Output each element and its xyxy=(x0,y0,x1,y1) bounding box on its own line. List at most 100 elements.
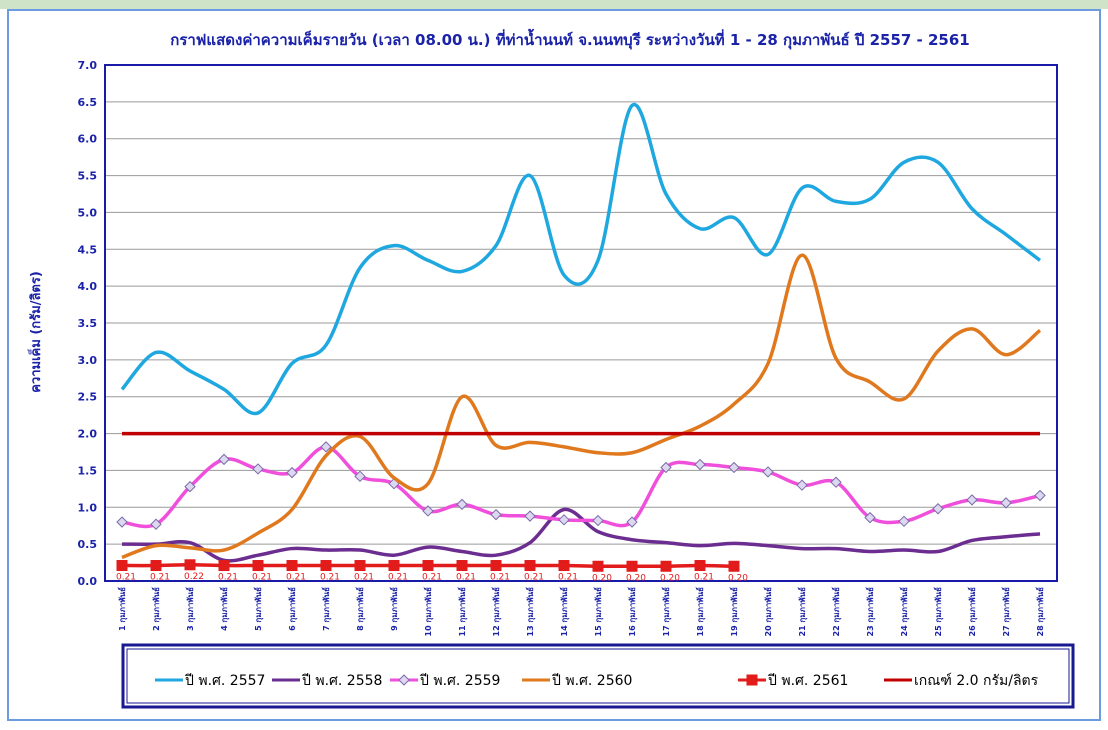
data-point xyxy=(762,466,774,478)
x-tick-label: 9 กุมภาพันธ์ xyxy=(389,587,400,631)
data-point xyxy=(184,559,196,571)
x-tick-label: 28 กุมภาพันธ์ xyxy=(1035,587,1046,637)
x-tick-label: 15 กุมภาพันธ์ xyxy=(593,587,604,637)
legend-label: เกณฑ์ 2.0 กรัม/ลิตร xyxy=(914,672,1039,689)
data-point xyxy=(1034,489,1046,502)
data-label: 0.21 xyxy=(252,573,272,583)
y-tick-label: 6.0 xyxy=(78,133,98,146)
y-tick-label: 0.5 xyxy=(78,538,98,551)
data-point xyxy=(558,560,570,572)
data-point xyxy=(286,466,298,479)
y-tick-label: 7.0 xyxy=(78,59,98,72)
data-label: 0.21 xyxy=(150,573,170,583)
data-point xyxy=(728,560,740,572)
data-point xyxy=(558,514,570,526)
legend-label: ปี พ.ศ. 2559 xyxy=(420,673,501,689)
data-label: 0.21 xyxy=(116,573,136,583)
y-tick-label: 5.5 xyxy=(78,170,98,183)
data-point xyxy=(116,560,128,572)
y-tick-label: 4.0 xyxy=(78,280,98,293)
x-tick-label: 1 กุมภาพันธ์ xyxy=(117,587,128,631)
data-point xyxy=(694,458,706,471)
y-tick-label: 2.5 xyxy=(78,391,98,404)
legend-marker xyxy=(746,674,758,686)
x-tick-label: 13 กุมภาพันธ์ xyxy=(525,587,536,637)
data-point xyxy=(456,498,468,511)
legend-label: ปี พ.ศ. 2561 xyxy=(768,673,849,689)
data-point xyxy=(184,480,196,493)
data-point xyxy=(1000,497,1012,509)
x-tick-label: 18 กุมภาพันธ์ xyxy=(695,587,706,637)
data-label: 0.20 xyxy=(626,573,646,583)
data-point xyxy=(660,461,672,474)
data-label: 0.21 xyxy=(524,573,544,583)
chart-title: กราฟแสดงค่าความเค็มรายวัน (เวลา 08.00 น.… xyxy=(170,28,970,50)
x-tick-label: 8 กุมภาพันธ์ xyxy=(355,587,366,631)
data-point xyxy=(796,479,808,491)
data-point xyxy=(592,560,604,572)
data-point xyxy=(116,516,128,528)
data-label: 0.21 xyxy=(320,573,340,583)
data-label: 0.21 xyxy=(218,573,238,583)
data-point xyxy=(660,560,672,572)
y-tick-label: 6.5 xyxy=(78,96,98,109)
data-point xyxy=(422,505,434,517)
y-tick-label: 3.5 xyxy=(78,317,98,330)
x-tick-label: 24 กุมภาพันธ์ xyxy=(899,587,910,637)
data-point xyxy=(150,518,162,530)
x-tick-label: 3 กุมภาพันธ์ xyxy=(185,587,196,631)
data-point xyxy=(830,476,842,488)
y-tick-label: 5.0 xyxy=(78,206,98,219)
data-label: 0.21 xyxy=(388,573,408,583)
series-line xyxy=(121,445,1041,529)
x-tick-label: 22 กุมภาพันธ์ xyxy=(831,587,842,637)
data-label: 0.21 xyxy=(286,573,306,583)
legend-label: ปี พ.ศ. 2557 xyxy=(185,673,266,689)
data-point xyxy=(320,441,332,453)
data-point xyxy=(286,560,298,572)
x-tick-label: 16 กุมภาพันธ์ xyxy=(627,587,638,637)
data-label: 0.21 xyxy=(422,573,442,583)
legend-inner xyxy=(126,648,1070,704)
data-point xyxy=(354,470,366,483)
legend-label: ปี พ.ศ. 2560 xyxy=(552,673,633,689)
x-tick-label: 20 กุมภาพันธ์ xyxy=(763,587,774,637)
y-tick-label: 4.5 xyxy=(78,243,98,256)
data-label: 0.21 xyxy=(456,573,476,583)
data-point xyxy=(898,515,910,527)
data-point xyxy=(490,560,502,572)
legend-label: ปี พ.ศ. 2558 xyxy=(302,673,383,689)
data-label: 0.20 xyxy=(660,573,680,583)
data-point xyxy=(422,560,434,572)
data-point xyxy=(626,516,638,528)
series-line xyxy=(120,102,1042,416)
x-tick-label: 23 กุมภาพันธ์ xyxy=(865,587,876,637)
data-point xyxy=(864,511,876,524)
data-point xyxy=(252,560,264,572)
x-tick-label: 5 กุมภาพันธ์ xyxy=(253,587,264,631)
x-tick-label: 4 กุมภาพันธ์ xyxy=(219,587,230,631)
data-point xyxy=(524,510,536,522)
data-point xyxy=(932,503,944,515)
data-point xyxy=(626,560,638,572)
x-tick-label: 11 กุมภาพันธ์ xyxy=(457,587,468,637)
x-tick-label: 14 กุมภาพันธ์ xyxy=(559,587,570,637)
data-label: 0.21 xyxy=(354,573,374,583)
plot-border xyxy=(104,64,1058,582)
x-tick-label: 10 กุมภาพันธ์ xyxy=(423,587,434,637)
y-tick-label: 2.0 xyxy=(78,428,98,441)
x-tick-label: 2 กุมภาพันธ์ xyxy=(151,587,162,631)
y-tick-label: 1.5 xyxy=(78,464,98,477)
data-point xyxy=(150,560,162,572)
data-label: 0.22 xyxy=(184,572,204,582)
data-label: 0.20 xyxy=(592,573,612,583)
data-point xyxy=(966,494,978,506)
y-tick-label: 3.0 xyxy=(78,354,98,367)
data-label: 0.21 xyxy=(558,573,578,583)
data-point xyxy=(252,463,264,475)
data-label: 0.20 xyxy=(728,573,748,583)
data-point xyxy=(456,560,468,572)
x-tick-label: 25 กุมภาพันธ์ xyxy=(933,587,944,637)
data-point xyxy=(728,461,740,474)
